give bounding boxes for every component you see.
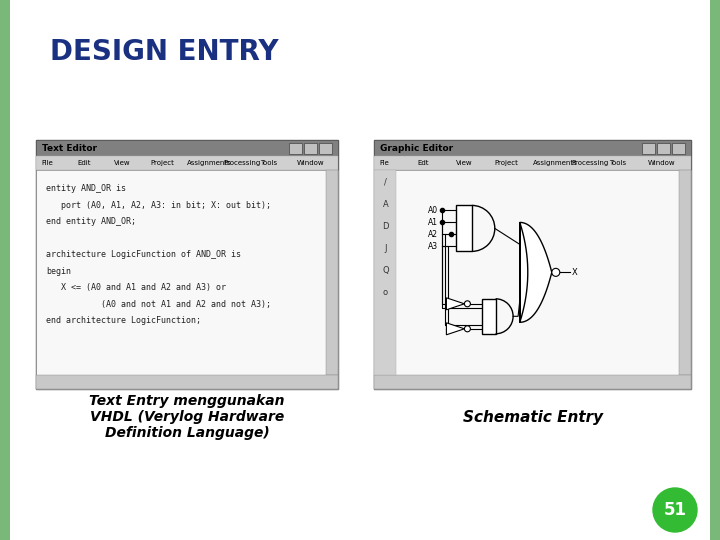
Bar [36,157,338,171]
Text: J: J [384,244,387,253]
Polygon shape [446,323,464,335]
Text: Edt: Edt [418,160,429,166]
Text: A: A [382,200,388,209]
Text: A1: A1 [428,218,438,227]
Text: begin: begin [46,267,71,276]
Text: X: X [572,268,577,277]
Text: Fie: Fie [379,160,389,166]
Bar [679,171,691,375]
Text: Q: Q [382,266,389,275]
Bar [710,0,720,540]
Circle shape [464,301,470,307]
Text: Tools: Tools [261,160,277,166]
Bar [0,0,10,540]
Text: 51: 51 [664,501,686,519]
Bar [36,171,338,389]
Text: Assignments: Assignments [187,160,232,166]
Text: Edit: Edit [78,160,91,166]
Bar [374,375,691,389]
Polygon shape [446,298,464,310]
Text: Definition Language): Definition Language) [105,426,269,440]
Text: Project: Project [150,160,174,166]
Bar [36,375,338,389]
Bar [374,140,691,389]
Polygon shape [520,222,552,322]
Bar [672,144,685,154]
Polygon shape [482,299,495,334]
Text: Window: Window [648,160,675,166]
Text: Project: Project [495,160,518,166]
Circle shape [552,268,560,276]
Text: A3: A3 [428,242,438,251]
Text: View: View [456,160,473,166]
Text: Tools: Tools [610,160,626,166]
Text: /: / [384,178,387,187]
Bar [642,144,655,154]
Text: Text Entry menggunakan: Text Entry menggunakan [89,394,285,408]
Bar [326,171,338,375]
Bar [289,144,302,154]
Bar [374,140,691,157]
Bar [305,144,318,154]
Bar [36,140,338,157]
Bar [36,140,338,389]
Text: A2: A2 [428,230,438,239]
Text: Processing: Processing [571,160,608,166]
Circle shape [464,326,470,332]
Polygon shape [456,205,472,252]
Text: port (A0, A1, A2, A3: in bit; X: out bit);: port (A0, A1, A2, A3: in bit; X: out bit… [46,201,271,210]
Bar [374,171,397,375]
Circle shape [653,488,697,532]
Text: o: o [383,288,388,297]
Text: Text Editor: Text Editor [42,144,97,153]
Text: end architecture LogicFunction;: end architecture LogicFunction; [46,316,201,326]
Text: D: D [382,222,389,231]
Text: Window: Window [297,160,325,166]
Text: DESIGN ENTRY: DESIGN ENTRY [50,38,279,66]
Text: architecture LogicFunction of AND_OR is: architecture LogicFunction of AND_OR is [46,251,241,259]
Text: Graphic Editor: Graphic Editor [380,144,454,153]
Text: File: File [41,160,53,166]
Text: View: View [114,160,131,166]
Bar [374,171,691,389]
Text: Schematic Entry: Schematic Entry [463,410,603,425]
Bar [374,157,691,171]
Text: A0: A0 [428,206,438,215]
Text: Processing: Processing [224,160,261,166]
Text: end entity AND_OR;: end entity AND_OR; [46,218,136,226]
Text: Assignments: Assignments [533,160,577,166]
Text: VHDL (Verylog Hardware: VHDL (Verylog Hardware [90,410,284,424]
Text: (A0 and not A1 and A2 and not A3);: (A0 and not A1 and A2 and not A3); [46,300,271,309]
Text: X <= (A0 and A1 and A2 and A3) or: X <= (A0 and A1 and A2 and A3) or [46,284,226,292]
Text: entity AND_OR is: entity AND_OR is [46,184,126,193]
Bar [320,144,333,154]
Bar [657,144,670,154]
